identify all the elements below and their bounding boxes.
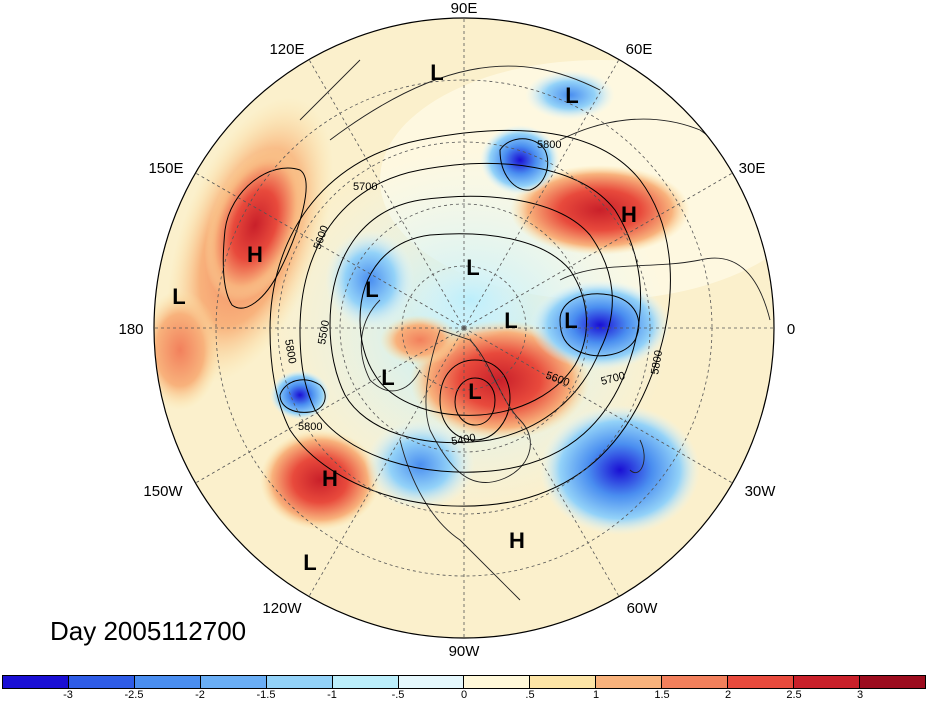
low-center: L [565, 83, 578, 108]
low-center: L [381, 365, 394, 390]
low-center: L [172, 284, 185, 309]
colorbar-swatch [200, 676, 267, 688]
lon-label-120w: 120W [262, 600, 302, 617]
meridian-line [195, 172, 465, 329]
colorbar-tick-label: 2.5 [786, 689, 802, 701]
colorbar-swatch [134, 676, 201, 688]
date-title: Day 2005112700 [50, 616, 247, 646]
meridian-line [308, 59, 465, 329]
low-center: L [466, 255, 479, 280]
colorbar-tick-label: 1.5 [654, 689, 670, 701]
contour-label: 5800 [282, 338, 298, 364]
colorbar-swatch [464, 676, 531, 688]
latitude-circle [215, 79, 713, 577]
high-center: H [247, 242, 263, 267]
latitude-circle [339, 203, 589, 453]
colorbar [2, 675, 926, 689]
low-center: L [303, 550, 316, 575]
colorbar-tick-labels: -3 -2.5 -2 -1.5 -1 -.5 0 .5 1 1.5 2 2.5 3 [2, 689, 926, 702]
contour-label: 5800 [298, 421, 322, 433]
low-center: L [365, 277, 378, 302]
anomaly-shading [154, 18, 774, 638]
contour-label: 5800 [537, 139, 561, 151]
colorbar-swatch [859, 676, 925, 688]
meridian-line [463, 327, 733, 484]
contour-labels: 5800 5700 5600 5500 5800 5700 5600 5800 … [282, 139, 665, 448]
lon-label-150w: 150W [143, 483, 183, 500]
meridian-line [463, 327, 620, 597]
lon-label-60w: 60W [627, 600, 659, 617]
meridian-line [463, 172, 733, 329]
colorbar-tick-label: -1.5 [256, 689, 276, 701]
lon-label-150e: 150E [148, 160, 183, 177]
longitude-labels: 90E 60E 30E 0 30W 60W 90W 120W 150W 180 … [118, 0, 795, 660]
colorbar-swatch [266, 676, 333, 688]
colorbar-swatch [530, 676, 597, 688]
colorbar-tick-label: -2 [195, 689, 205, 701]
colorbar-tick-label: -3 [63, 689, 73, 701]
lon-label-60e: 60E [626, 41, 653, 58]
low-center: L [504, 308, 517, 333]
colorbar-tick-label: 3 [856, 689, 864, 701]
lon-label-0: 0 [787, 321, 795, 338]
colorbar-swatch [3, 676, 69, 688]
colorbar-swatch [398, 676, 465, 688]
meridian-line [308, 327, 465, 597]
high-center: H [509, 528, 525, 553]
colorbar-tick-label: -1 [327, 689, 337, 701]
colorbar-tick-label: 0 [460, 689, 468, 701]
colorbar-swatch [68, 676, 135, 688]
colorbar-tick-label: -.5 [391, 689, 405, 701]
low-center: L [564, 308, 577, 333]
contour-label: 5700 [353, 181, 377, 193]
colorbar-tick-label: -2.5 [124, 689, 144, 701]
lon-label-90e: 90E [451, 0, 478, 17]
low-center: L [468, 379, 481, 404]
colorbar-tick-label: .5 [525, 689, 535, 701]
colorbar-swatch [728, 676, 795, 688]
low-center: L [430, 60, 443, 85]
graticule [154, 18, 774, 638]
height-contours [222, 129, 671, 507]
colorbar-swatch [596, 676, 663, 688]
colorbar-tick-label: 1 [592, 689, 600, 701]
map-boundary [153, 17, 775, 639]
colorbar-tick-label: 2 [724, 689, 732, 701]
latitude-circle [277, 141, 651, 515]
contour-label: 5500 [316, 319, 332, 345]
contour-label: 5800 [649, 349, 665, 375]
high-center: H [322, 466, 338, 491]
lon-label-90w: 90W [449, 643, 481, 660]
colorbar-swatch [794, 676, 860, 688]
lon-label-180: 180 [118, 321, 143, 338]
latitude-circle [401, 265, 527, 391]
colorbar-swatch [332, 676, 399, 688]
lon-label-30e: 30E [739, 160, 766, 177]
colorbar-swatch [662, 676, 729, 688]
meridian-line [195, 327, 465, 484]
lon-label-120e: 120E [269, 41, 304, 58]
pressure-centers: L L H H L L L L L L L H L H [172, 60, 637, 575]
meridian-line [463, 59, 620, 329]
lon-label-30w: 30W [745, 483, 777, 500]
high-center: H [621, 202, 637, 227]
contour-label: 5400 [450, 432, 476, 448]
polar-map: 5800 5700 5600 5500 5800 5700 5600 5800 … [118, 0, 795, 660]
